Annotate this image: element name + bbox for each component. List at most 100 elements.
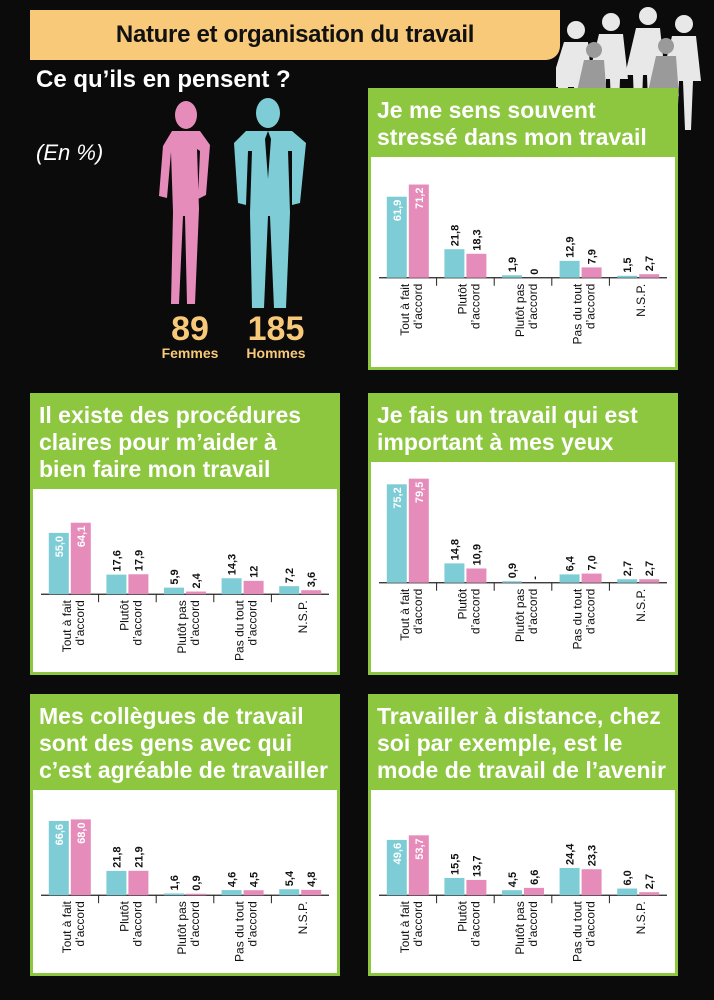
category-label-line: d’accord xyxy=(526,589,540,634)
men-count: 185 xyxy=(247,310,305,348)
category-label: Plutôt pas d’accord xyxy=(513,589,540,642)
chart-title: Il existe des procédures claires pour m’… xyxy=(33,396,337,489)
category-label: Tout à fait d’accord xyxy=(398,901,425,954)
bar-value-label: 1,5 xyxy=(622,257,634,272)
category-label: Plutôt pas d’accord xyxy=(513,901,540,954)
category-label-line: d’accord xyxy=(526,901,540,946)
bar-value-label: 21,9 xyxy=(133,846,145,867)
bar-women xyxy=(70,522,91,595)
women-count-block: 89 Femmes xyxy=(150,312,230,360)
category-label-line: d’accord xyxy=(584,589,598,634)
bar-men xyxy=(164,587,184,595)
category-label-line: Tout à fait xyxy=(60,901,74,954)
category-label: Plutôt d’accord xyxy=(455,901,482,947)
bar-men xyxy=(502,581,522,583)
bar-value-label: 14,8 xyxy=(449,539,461,560)
bar-men xyxy=(221,890,242,896)
bar-value-label: 6,6 xyxy=(529,870,541,885)
section-subtitle: Ce qu’ils en pensent ? xyxy=(36,66,291,93)
bar-value-label: 2,7 xyxy=(622,561,634,576)
category-label-line: N.S.P. xyxy=(634,284,648,317)
category-label: Tout à fait d’accord xyxy=(60,600,87,653)
bar-value-label: 1,6 xyxy=(169,875,181,890)
category-label-line: d’accord xyxy=(468,589,482,634)
category-label-line: Plutôt pas xyxy=(175,600,189,653)
category-label: N.S.P. xyxy=(634,589,648,622)
chart-title: Je fais un travail qui est important à m… xyxy=(371,396,675,462)
bar-value-label: 68,0 xyxy=(76,822,88,843)
category-label: N.S.P. xyxy=(634,284,648,317)
category-label-line: Pas du tout xyxy=(571,901,585,962)
men-count-block: 185 Hommes xyxy=(236,312,316,360)
category-label-line: N.S.P. xyxy=(296,600,310,633)
category-label-line: Plutôt xyxy=(455,901,469,932)
bar-women xyxy=(301,590,322,595)
category-label-line: d’accord xyxy=(526,284,540,329)
bar-women xyxy=(466,879,487,896)
bar-value-label: 71,2 xyxy=(414,188,426,209)
bar-value-label: 7,9 xyxy=(587,249,599,264)
category-label: Tout à fait d’accord xyxy=(398,588,425,641)
bar-women xyxy=(466,568,487,583)
bar-value-label: 13,7 xyxy=(471,856,483,877)
women-label: Femmes xyxy=(161,345,219,361)
bar-value-label: 5,9 xyxy=(169,569,181,584)
category-label-line: d’accord xyxy=(188,600,202,645)
bar-women xyxy=(581,869,602,896)
bar-value-label: 61,9 xyxy=(392,200,404,221)
category-label-line: Plutôt xyxy=(117,901,131,932)
category-label: Pas du tout d’accord xyxy=(571,588,598,649)
chart-title: Je me sens souvent stressé dans mon trav… xyxy=(371,91,675,157)
bar-value-label: 4,5 xyxy=(507,872,519,887)
bar-women xyxy=(128,574,149,595)
bar-value-label: 4,5 xyxy=(249,872,261,887)
category-label-line: d’accord xyxy=(246,901,260,946)
category-label-line: Plutôt xyxy=(455,283,469,314)
bar-value-label: 15,5 xyxy=(449,854,461,875)
bar-value-label: 21,8 xyxy=(449,225,461,246)
bar-value-label: 79,5 xyxy=(414,482,426,503)
bar-value-label: 21,8 xyxy=(111,846,123,867)
bar-women xyxy=(186,591,206,595)
category-label-line: d’accord xyxy=(73,901,87,946)
bar-women xyxy=(639,579,660,583)
bar-men xyxy=(106,870,127,896)
page-title: Nature et organisation du travail xyxy=(115,21,475,48)
category-label-line: Plutôt pas xyxy=(513,901,527,954)
category-label: Tout à fait d’accord xyxy=(398,283,425,336)
category-label: N.S.P. xyxy=(634,901,648,934)
category-label-line: d’accord xyxy=(584,901,598,946)
bar-women xyxy=(243,890,264,896)
page-title-banner: Nature et organisation du travail xyxy=(30,10,560,60)
bar-value-label: 14,3 xyxy=(227,554,239,575)
category-label-line: Tout à fait xyxy=(398,588,412,641)
category-label-line: N.S.P. xyxy=(634,901,648,934)
bar-value-label: 0 xyxy=(529,269,541,275)
bar-value-label: 53,7 xyxy=(414,838,426,859)
bar-men xyxy=(559,868,580,896)
category-label-line: Plutôt pas xyxy=(513,589,527,642)
category-label-line: Plutôt xyxy=(455,588,469,619)
bar-women xyxy=(408,478,429,583)
bar-men xyxy=(48,820,69,896)
category-label-line: Pas du tout xyxy=(233,901,247,962)
category-label-line: d’accord xyxy=(130,600,144,645)
category-label: Plutôt pas d’accord xyxy=(513,284,540,337)
bar-value-label: 1,9 xyxy=(507,257,519,272)
bar-men xyxy=(279,586,300,595)
unit-label: (En %) xyxy=(36,140,104,165)
category-label: Pas du tout d’accord xyxy=(571,901,598,962)
category-label: Plutôt pas d’accord xyxy=(175,901,202,954)
bar-value-label: 6,4 xyxy=(565,555,577,571)
category-label-line: Pas du tout xyxy=(233,600,247,661)
bar-value-label: 4,8 xyxy=(306,872,318,887)
bar-value-label: 7,0 xyxy=(587,555,599,570)
bar-men xyxy=(559,260,580,278)
bar-men xyxy=(386,196,407,278)
bar-value-label: 2,7 xyxy=(644,256,656,271)
chart-panel-important-work: Je fais un travail qui est important à m… xyxy=(368,393,678,675)
category-label-line: Tout à fait xyxy=(60,600,74,653)
